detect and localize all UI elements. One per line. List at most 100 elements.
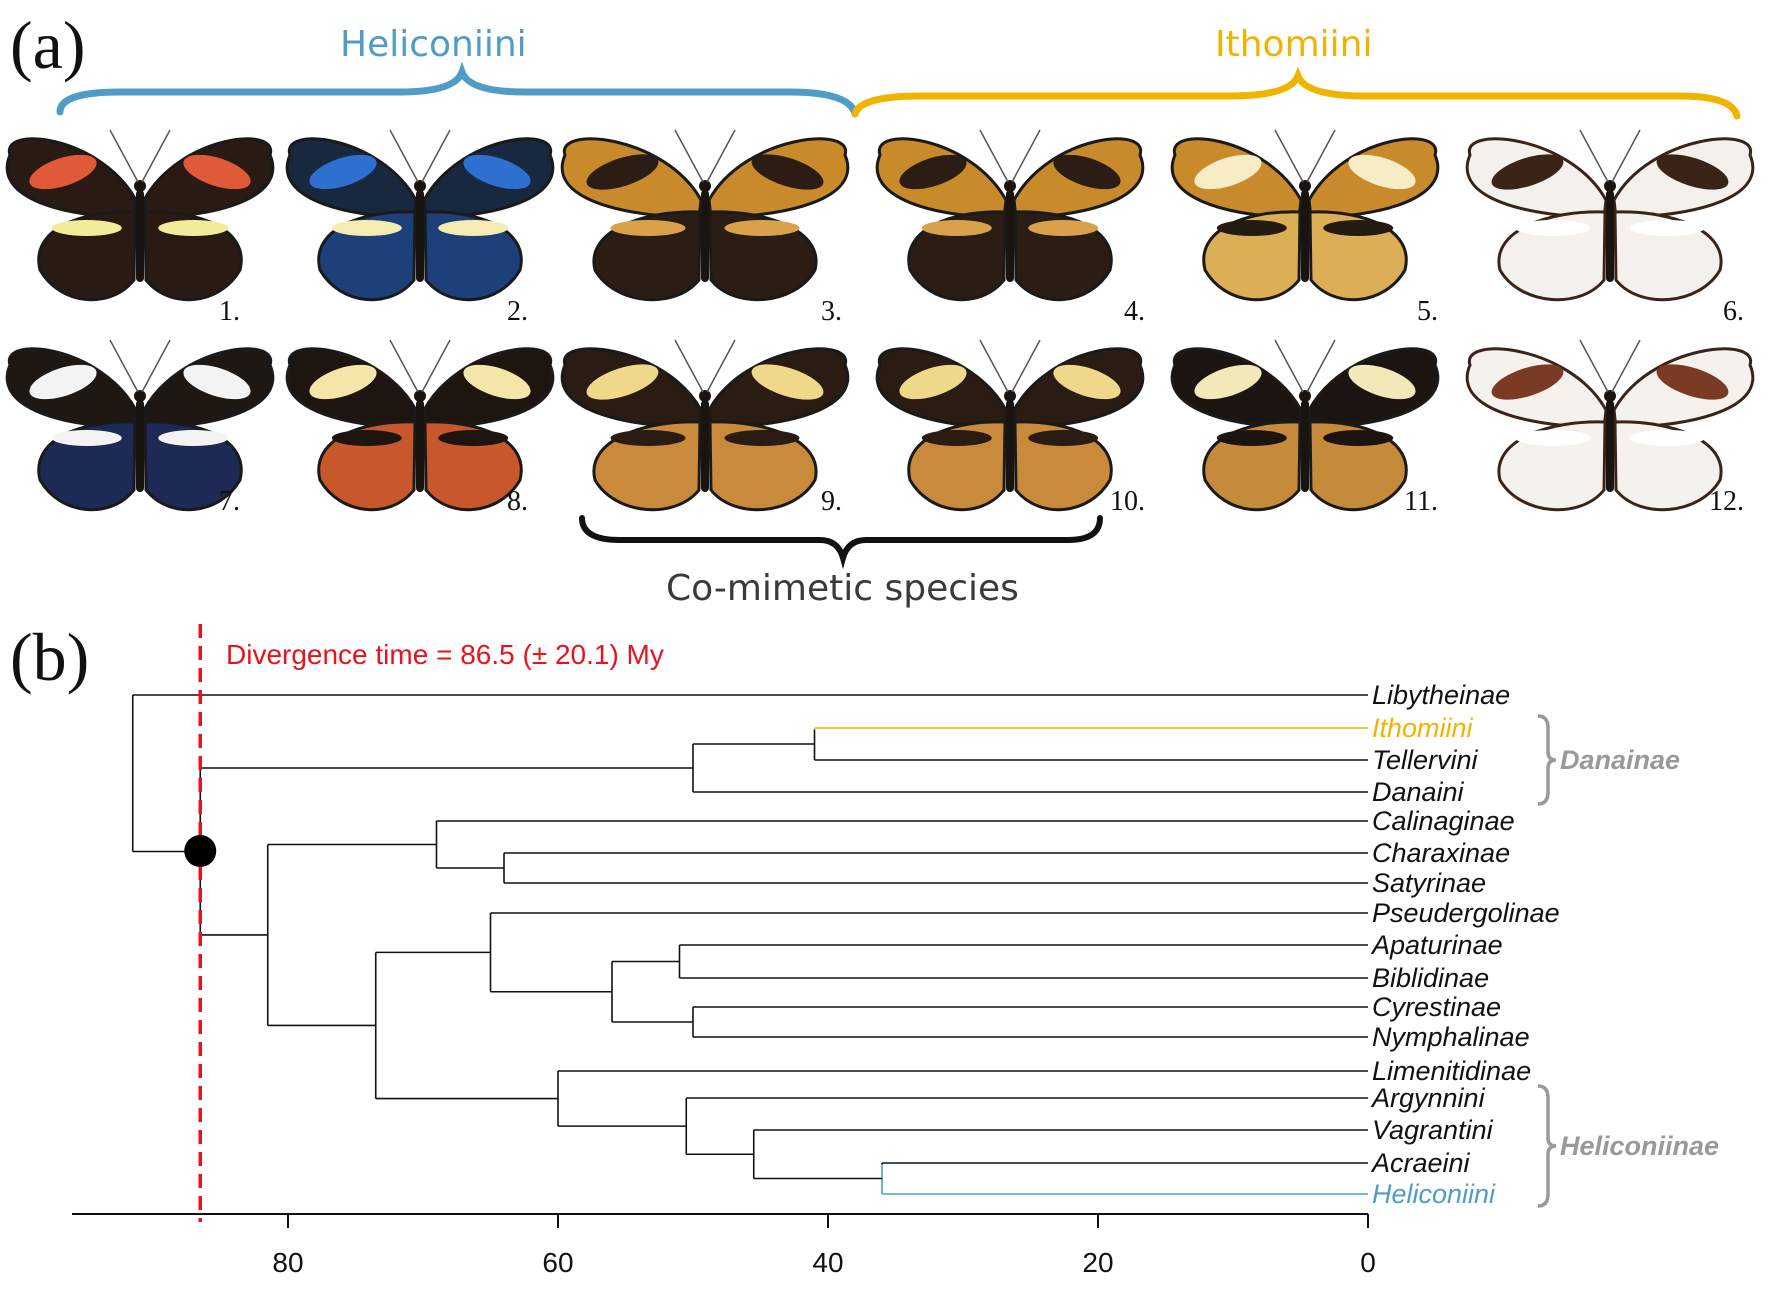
butterfly-number-12: 12. (1709, 486, 1744, 517)
butterfly-body (701, 190, 709, 282)
butterfly-head (1004, 180, 1016, 192)
clade-brace-heliconiinae (1537, 1084, 1557, 1208)
butterfly-head (1299, 180, 1311, 192)
wing-band-left (921, 430, 992, 446)
time-axis: 80 60 40 20 0 (72, 1213, 1376, 1278)
butterfly-body (1301, 400, 1309, 492)
comimetic-brace (579, 515, 1103, 570)
group-label-heliconiini: Heliconiini (340, 24, 527, 65)
panel-b-label: (b) (10, 619, 89, 695)
butterfly-6 (1465, 129, 1755, 302)
hindwing-right (1308, 420, 1408, 512)
wing-mark-left (586, 154, 659, 190)
antennae (1579, 129, 1641, 183)
wing-mark-right (751, 154, 824, 190)
wing-band-right (724, 430, 800, 446)
hindwing-right (423, 210, 523, 302)
wing-band-left (1216, 430, 1287, 446)
wing-mark-left (29, 364, 97, 400)
butterfly-7 (5, 339, 275, 512)
taxon-label-ithomiini: Ithomiini (1372, 713, 1474, 743)
butterfly-2 (285, 129, 555, 302)
butterfly-11 (1170, 339, 1440, 512)
butterfly-number-1: 1. (219, 296, 240, 327)
wing-mark-right (463, 154, 531, 190)
wing-mark-right (1348, 364, 1416, 400)
wing-band-left (1216, 220, 1287, 236)
hindwing-left (37, 420, 137, 512)
wing-band-right (1629, 220, 1705, 236)
butterfly-body (1006, 400, 1014, 492)
divergence-time-label: Divergence time = 86.5 (± 20.1) My (226, 639, 664, 670)
butterfly-number-7: 7. (219, 486, 240, 517)
butterfly-head (414, 180, 426, 192)
axis-tick-label: 80 (272, 1247, 303, 1278)
butterfly-number-10: 10. (1110, 486, 1145, 517)
axis-tick-label: 20 (1082, 1247, 1113, 1278)
butterfly-number-11: 11. (1404, 486, 1438, 517)
antennae (979, 129, 1041, 183)
butterfly-body (1606, 190, 1614, 282)
axis-tick-label: 40 (812, 1247, 843, 1278)
taxon-label-pseudergolinae: Pseudergolinae (1372, 898, 1560, 928)
taxon-label-apaturinae: Apaturinae (1370, 930, 1503, 960)
hindwing-left (1202, 420, 1302, 512)
panel-a-label: (a) (10, 7, 85, 83)
butterfly-10 (875, 339, 1145, 512)
butterfly-number-4: 4. (1124, 296, 1145, 327)
butterfly-gallery: 1. 2. 3. 4. 5. 6. 7. 8. 9. 10. 11. 12. (5, 129, 1755, 517)
clade-label-danainae: Danainae (1560, 745, 1680, 775)
ithomiini-brace (851, 66, 1741, 120)
wing-band-left (1515, 220, 1591, 236)
wing-band-right (1323, 430, 1394, 446)
wing-band-left (1515, 430, 1591, 446)
butterfly-body (1606, 400, 1614, 492)
butterfly-number-6: 6. (1723, 296, 1744, 327)
wing-mark-left (1194, 154, 1262, 190)
antennae (674, 339, 736, 393)
wing-mark-left (586, 364, 659, 400)
wing-mark-left (1194, 364, 1262, 400)
butterfly-head (699, 180, 711, 192)
hindwing-right (423, 420, 523, 512)
butterfly-number-3: 3. (821, 296, 842, 327)
taxon-label-libytheinae: Libytheinae (1372, 680, 1510, 710)
antennae (389, 339, 451, 393)
antennae (109, 129, 171, 183)
butterfly-head (134, 390, 146, 402)
wing-band-left (610, 430, 686, 446)
butterfly-number-9: 9. (821, 486, 842, 517)
butterfly-12 (1465, 339, 1755, 512)
wing-band-left (331, 430, 402, 446)
antennae (979, 339, 1041, 393)
wing-band-left (51, 220, 122, 236)
taxon-label-charaxinae: Charaxinae (1372, 838, 1510, 868)
butterfly-number-8: 8. (507, 486, 528, 517)
wing-mark-left (1491, 364, 1564, 400)
butterfly-number-5: 5. (1417, 296, 1438, 327)
wing-mark-left (899, 154, 967, 190)
butterfly-9 (560, 339, 850, 512)
wing-band-right (438, 430, 509, 446)
butterfly-body (416, 190, 424, 282)
butterfly-head (699, 390, 711, 402)
butterfly-number-2: 2. (507, 296, 528, 327)
taxon-label-heliconiini: Heliconiini (1372, 1179, 1496, 1209)
heliconiini-brace (56, 61, 859, 118)
wing-band-left (610, 220, 686, 236)
wing-band-left (51, 430, 122, 446)
butterfly-body (1006, 190, 1014, 282)
wing-band-right (1028, 430, 1099, 446)
taxon-label-tellervini: Tellervini (1372, 745, 1479, 775)
taxon-label-vagrantini: Vagrantini (1372, 1115, 1494, 1145)
wing-band-left (921, 220, 992, 236)
wing-mark-right (463, 364, 531, 400)
hindwing-left (317, 420, 417, 512)
hindwing-left (37, 210, 137, 302)
wing-mark-left (309, 364, 377, 400)
taxon-label-biblidinae: Biblidinae (1372, 963, 1489, 993)
clade-label-heliconiinae: Heliconiinae (1560, 1131, 1719, 1161)
comimetic-label: Co-mimetic species (666, 568, 1019, 609)
butterfly-4 (875, 129, 1145, 302)
